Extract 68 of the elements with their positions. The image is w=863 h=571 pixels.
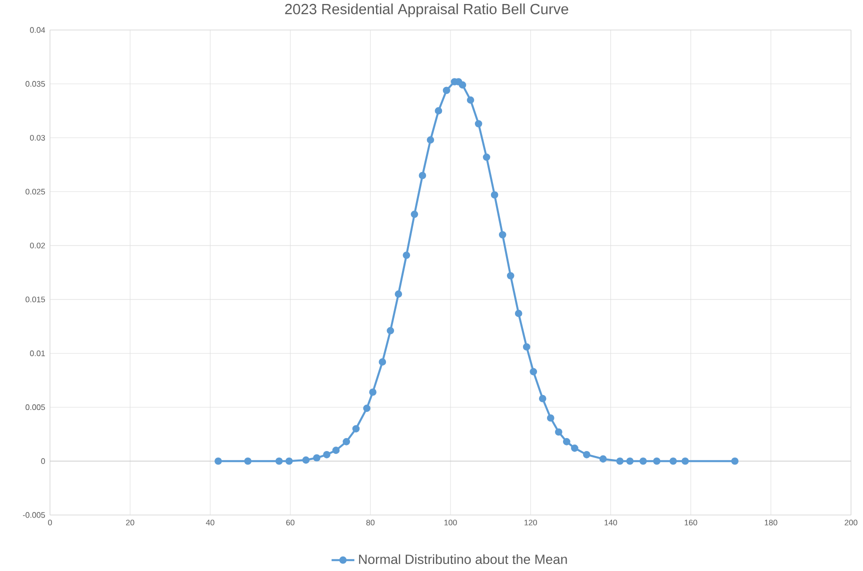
point xyxy=(653,457,660,465)
x-tick-label: 80 xyxy=(366,520,375,526)
point xyxy=(514,310,522,318)
point xyxy=(474,120,482,128)
y-tick-label: 0.01 xyxy=(30,350,45,356)
point xyxy=(323,450,330,458)
point xyxy=(214,457,222,465)
y-tick-label: 0.04 xyxy=(30,27,46,33)
point xyxy=(670,457,677,465)
point xyxy=(244,457,252,465)
x-tick-label: 140 xyxy=(604,520,618,526)
y-tick-label: 0 xyxy=(41,458,45,464)
point xyxy=(410,210,418,218)
x-tick-label: 20 xyxy=(126,520,134,526)
point xyxy=(522,343,530,351)
point xyxy=(482,154,490,161)
point xyxy=(313,454,320,462)
legend-label: Normal Distributino about the Mean xyxy=(359,554,567,564)
point xyxy=(434,107,442,114)
point xyxy=(682,457,689,465)
point xyxy=(626,457,634,465)
point xyxy=(506,272,514,280)
point xyxy=(498,231,506,238)
x-tick-label: 120 xyxy=(524,520,537,526)
point xyxy=(554,428,562,436)
point xyxy=(426,136,434,144)
point xyxy=(490,191,498,199)
point xyxy=(302,456,310,464)
point xyxy=(342,438,350,446)
y-tick-label: 0.015 xyxy=(26,296,45,302)
y-tick-label: 0.025 xyxy=(26,188,45,195)
x-tick-label: 40 xyxy=(206,520,214,526)
x-tick-label: 160 xyxy=(684,520,698,526)
point xyxy=(363,404,370,412)
y-tick-label: -0.005 xyxy=(22,512,45,518)
y-tick-label: 0.035 xyxy=(26,81,45,87)
point xyxy=(332,446,340,454)
point xyxy=(386,327,394,334)
chart-title: 2023 Residential Appraisal Ratio Bell Curve xyxy=(285,3,568,18)
point xyxy=(378,358,386,366)
y-tick-label: 0.02 xyxy=(30,242,45,248)
point xyxy=(530,368,538,376)
point xyxy=(616,457,624,465)
point xyxy=(570,444,578,452)
point xyxy=(583,450,590,458)
point xyxy=(562,438,570,446)
point xyxy=(418,172,426,180)
x-tick-label: 60 xyxy=(286,520,294,526)
point xyxy=(458,81,466,89)
point xyxy=(599,455,607,463)
point xyxy=(369,388,376,396)
point xyxy=(538,394,546,402)
point xyxy=(546,414,554,422)
x-tick-label: 0 xyxy=(48,520,52,526)
point xyxy=(442,86,450,94)
y-tick-label: 0.03 xyxy=(30,134,45,141)
point xyxy=(394,290,402,298)
y-tick-label: 0.005 xyxy=(26,404,45,410)
point xyxy=(352,425,360,432)
x-tick-label: 100 xyxy=(444,520,457,526)
point xyxy=(731,457,739,465)
point xyxy=(275,457,283,465)
x-tick-label: 200 xyxy=(844,520,858,526)
point xyxy=(285,457,293,465)
point xyxy=(466,96,474,104)
point xyxy=(402,252,410,259)
point xyxy=(639,457,647,465)
x-tick-label: 180 xyxy=(764,520,778,526)
